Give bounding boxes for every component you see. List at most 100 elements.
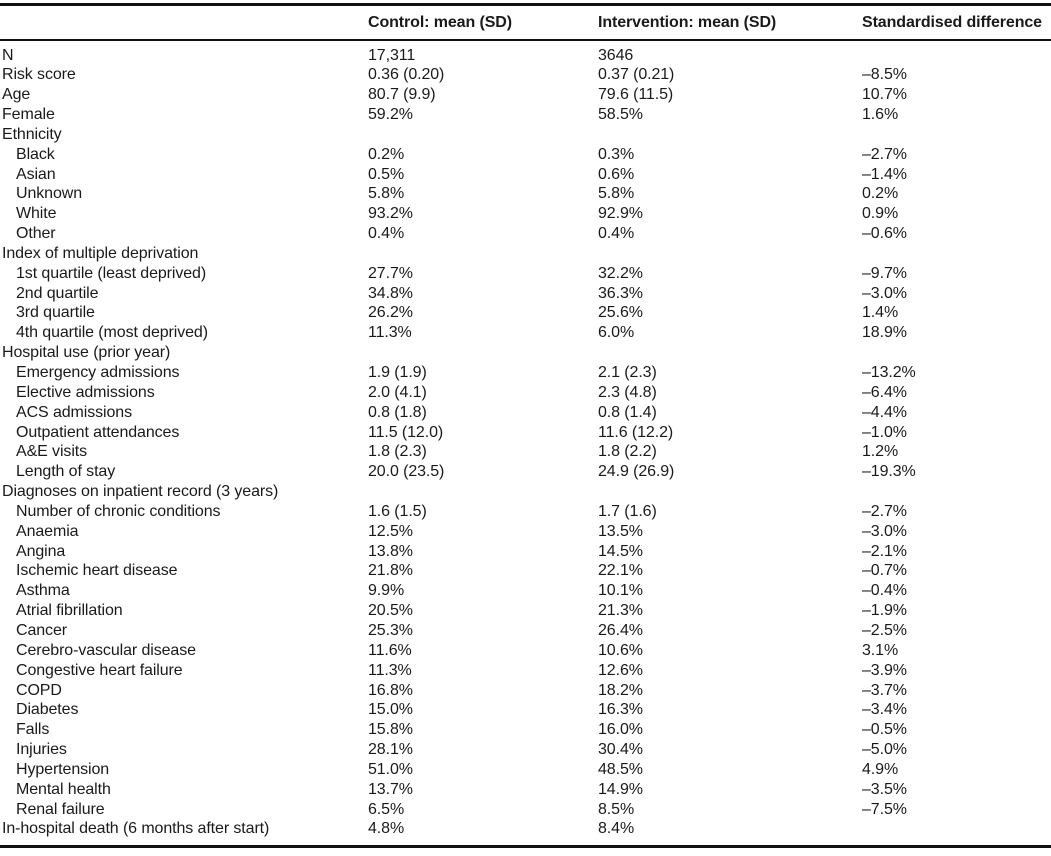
table-header-row: Control: mean (SD) Intervention: mean (S… [0, 6, 1051, 41]
control-value: 0.4% [368, 225, 405, 243]
row-label: Other [16, 225, 56, 243]
standardised-difference-value: –13.2% [862, 364, 916, 381]
control-value: 13.8% [368, 542, 413, 560]
row-label: Unknown [16, 185, 83, 203]
table-row: Outpatient attendances 11.5 (12.0) 11.6 … [0, 423, 1051, 443]
row-label: Elective admissions [16, 383, 155, 401]
row-label: Emergency admissions [16, 364, 180, 381]
standardised-difference-value: –2.1% [862, 542, 907, 560]
table-row: Hospital use (prior year) [0, 343, 1051, 363]
table-row: Unknown 5.8% 5.8% 0.2% [0, 184, 1051, 204]
table-row: Ethnicity [0, 125, 1051, 145]
control-value: 20.0 (23.5) [368, 463, 445, 481]
control-value: 12.5% [368, 522, 413, 540]
table-row: Cancer 25.3% 26.4% –2.5% [0, 621, 1051, 641]
control-value: 25.3% [368, 621, 413, 639]
intervention-value: 21.3% [598, 602, 643, 620]
control-value: 11.5 (12.0) [368, 423, 444, 441]
table-row: Angina 13.8% 14.5% –2.1% [0, 542, 1051, 562]
standardised-difference-value: –2.7% [862, 145, 907, 163]
row-label: Cancer [16, 621, 67, 639]
table-row: 4th quartile (most deprived) 11.3% 6.0% … [0, 323, 1051, 343]
table-row: N 17,311 3646 [0, 46, 1051, 66]
standardised-difference-value: –6.4% [862, 383, 907, 401]
control-value: 1.8 (2.3) [368, 443, 427, 461]
row-label: Length of stay [16, 463, 116, 481]
standardised-difference-value: –0.5% [862, 721, 907, 739]
intervention-value: 92.9% [598, 205, 643, 223]
standardised-difference-value: 4.9% [862, 760, 899, 778]
control-value: 59.2% [368, 106, 413, 124]
intervention-value: 12.6% [598, 661, 643, 679]
intervention-value: 1.7 (1.6) [598, 502, 657, 520]
table-row: White 93.2% 92.9% 0.9% [0, 204, 1051, 224]
control-value: 9.9% [368, 582, 405, 600]
intervention-value: 22.1% [598, 562, 643, 580]
row-label: Atrial fibrillation [16, 602, 123, 620]
standardised-difference-value [862, 46, 1051, 66]
table-row: Diabetes 15.0% 16.3% –3.4% [0, 700, 1051, 720]
standardised-difference-value: –8.5% [862, 66, 907, 84]
row-label: Risk score [2, 66, 76, 84]
control-value: 93.2% [368, 205, 413, 223]
intervention-value: 18.2% [598, 681, 643, 699]
control-value: 28.1% [368, 741, 413, 759]
standardised-difference-value: –4.4% [862, 403, 907, 421]
standardised-difference-value: 0.2% [862, 185, 899, 203]
row-label: Diagnoses on inpatient record (3 years) [2, 483, 279, 501]
table-row: Congestive heart failure 11.3% 12.6% –3.… [0, 661, 1051, 681]
standardised-difference-value: –5.0% [862, 741, 907, 759]
row-label: Index of multiple deprivation [2, 244, 199, 262]
row-label: Falls [16, 721, 50, 739]
row-label: 2nd quartile [16, 284, 99, 302]
standardised-difference-value: 1.6% [862, 106, 899, 124]
standardised-difference-value: –3.0% [862, 284, 907, 302]
control-value: 34.8% [368, 284, 413, 302]
table-row: Index of multiple deprivation [0, 244, 1051, 264]
table-row: Mental health 13.7% 14.9% –3.5% [0, 780, 1051, 800]
intervention-value: 5.8% [598, 185, 635, 203]
row-label: Outpatient attendances [16, 423, 180, 441]
table-row: Black 0.2% 0.3% –2.7% [0, 145, 1051, 165]
standardised-difference-value [862, 819, 1051, 839]
standardised-difference-value: 10.7% [862, 86, 907, 104]
standardised-difference-value: –3.5% [862, 780, 907, 798]
intervention-value: 0.6% [598, 165, 635, 183]
table-row: Age 80.7 (9.9) 79.6 (11.5) 10.7% [0, 85, 1051, 105]
intervention-value: 79.6 (11.5) [598, 86, 674, 104]
control-value [368, 343, 598, 363]
standardised-difference-value: –7.5% [862, 800, 907, 818]
table-row: Risk score 0.36 (0.20) 0.37 (0.21) –8.5% [0, 65, 1051, 85]
row-label: Anaemia [16, 522, 79, 540]
standardised-difference-value: 3.1% [862, 641, 899, 659]
standardised-difference-value: –2.7% [862, 502, 907, 520]
control-value: 13.7% [368, 780, 413, 798]
baseline-characteristics-table: Control: mean (SD) Intervention: mean (S… [0, 3, 1051, 849]
table-row: 3rd quartile 26.2% 25.6% 1.4% [0, 303, 1051, 323]
table-row: Asian 0.5% 0.6% –1.4% [0, 165, 1051, 185]
intervention-value: 3646 [598, 46, 634, 64]
row-label: N [2, 46, 14, 64]
row-label: Angina [16, 542, 66, 560]
intervention-value: 16.0% [598, 721, 643, 739]
table-row: Ischemic heart disease 21.8% 22.1% –0.7% [0, 561, 1051, 581]
intervention-value: 1.8 (2.2) [598, 443, 657, 461]
table-row: A&E visits 1.8 (2.3) 1.8 (2.2) 1.2% [0, 442, 1051, 462]
row-label: Age [2, 86, 31, 104]
intervention-value: 30.4% [598, 741, 643, 759]
control-value: 0.36 (0.20) [368, 66, 445, 84]
control-value: 6.5% [368, 800, 405, 818]
control-value: 0.8 (1.8) [368, 403, 427, 421]
table-row: 1st quartile (least deprived) 27.7% 32.2… [0, 264, 1051, 284]
intervention-value: 0.37 (0.21) [598, 66, 675, 84]
row-label: Cerebro-vascular disease [16, 641, 196, 659]
table-row: Number of chronic conditions 1.6 (1.5) 1… [0, 502, 1051, 522]
intervention-value: 16.3% [598, 701, 643, 719]
standardised-difference-value: –2.5% [862, 621, 907, 639]
row-label: Ethnicity [2, 125, 62, 143]
intervention-value [598, 343, 862, 363]
control-value: 17,311 [368, 46, 416, 64]
table-row: Falls 15.8% 16.0% –0.5% [0, 720, 1051, 740]
control-value: 4.8% [368, 820, 405, 838]
standardised-difference-value: –1.9% [862, 602, 907, 620]
